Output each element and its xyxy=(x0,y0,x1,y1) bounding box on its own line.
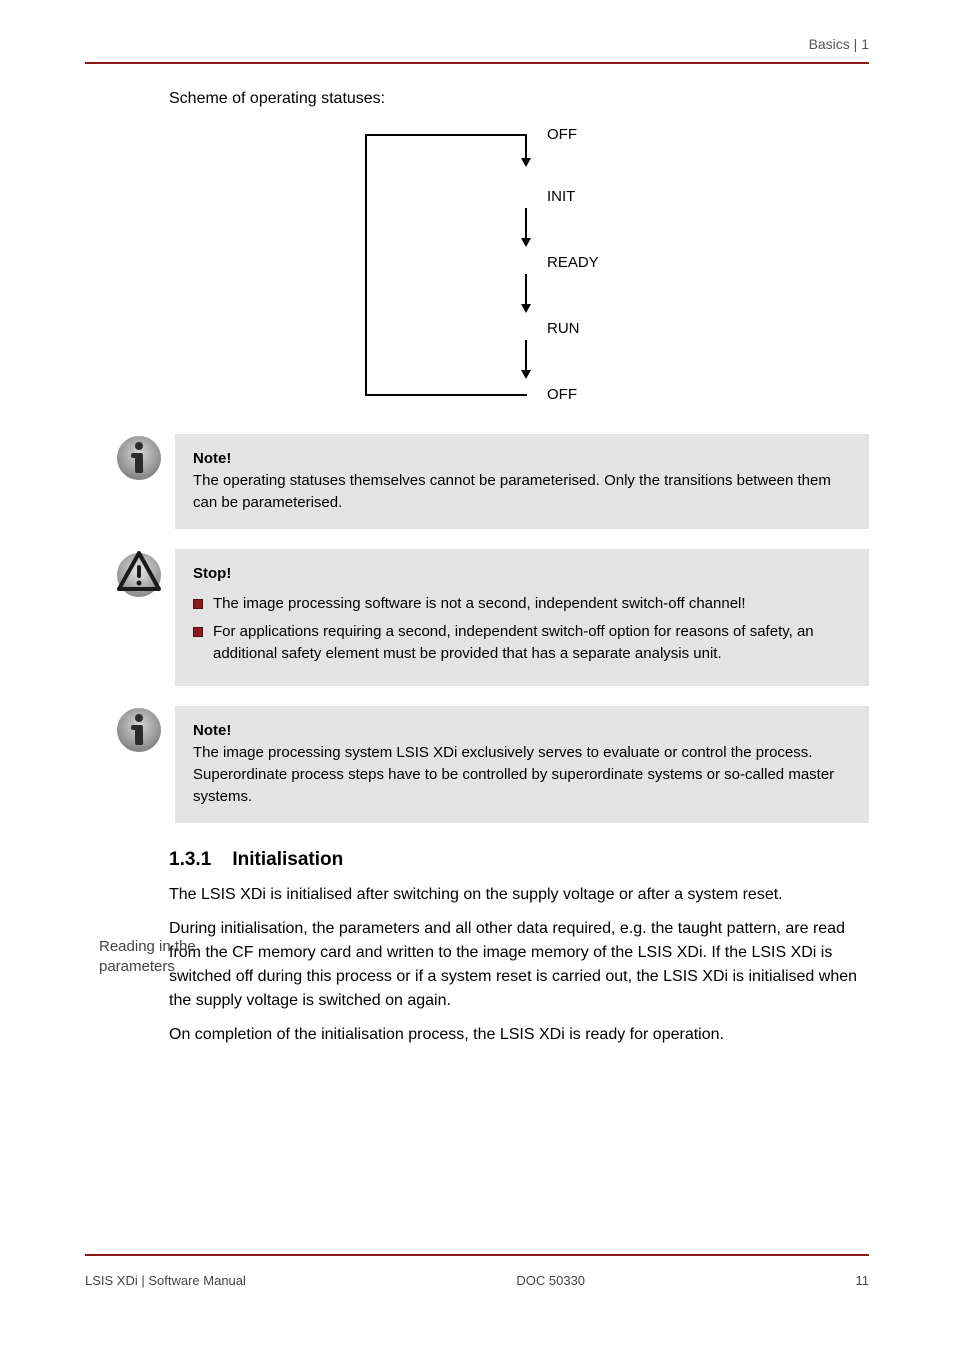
square-bullet-icon xyxy=(193,627,203,637)
arrowhead-0 xyxy=(521,158,531,167)
arrow-3 xyxy=(525,340,527,370)
bottom-rule xyxy=(85,1254,869,1256)
top-rule xyxy=(85,62,869,64)
note-lead-1: Note! xyxy=(193,450,231,467)
footer-left: LSIS XDi | Software Manual xyxy=(85,1273,246,1288)
stop-bullet-1: The image processing software is not a s… xyxy=(193,593,851,615)
note-callout-1: Note! The operating statuses themselves … xyxy=(115,434,869,529)
arrow-top-in xyxy=(525,134,527,158)
para-1: The LSIS XDi is initialised after switch… xyxy=(169,883,869,907)
diag-box-left xyxy=(365,134,367,396)
section-heading: 1.3.1 Initialisation xyxy=(169,849,869,871)
note-text-1: The operating statuses themselves cannot… xyxy=(193,470,851,514)
state-init: INIT xyxy=(547,188,575,205)
square-bullet-icon xyxy=(193,599,203,609)
stop-bullet-2-text: For applications requiring a second, ind… xyxy=(213,621,851,665)
footer-right: 11 xyxy=(856,1273,870,1288)
note-text-2: The image processing system LSIS XDi exc… xyxy=(193,742,851,807)
state-run: RUN xyxy=(547,320,580,337)
state-off-top: OFF xyxy=(547,126,577,143)
section-title: Initialisation xyxy=(232,849,343,870)
footer: LSIS XDi | Software Manual DOC 50330 11 xyxy=(85,1273,869,1288)
state-off-bottom: OFF xyxy=(547,386,577,403)
para-2: During initialisation, the parameters an… xyxy=(169,917,869,1013)
footer-center: DOC 50330 xyxy=(516,1273,585,1288)
arrow-2 xyxy=(525,274,527,304)
section-num: 1.3.1 xyxy=(169,849,211,870)
stop-callout: Stop! The image processing software is n… xyxy=(115,549,869,686)
arrowhead-2 xyxy=(521,304,531,313)
margin-label: Reading in the parameters xyxy=(99,937,219,976)
note-body-2: Note! The image processing system LSIS X… xyxy=(175,706,869,823)
stop-lead: Stop! xyxy=(193,565,231,582)
diag-box-bottom xyxy=(365,394,527,396)
state-ready: READY xyxy=(547,254,599,271)
para-3: On completion of the initialisation proc… xyxy=(169,1023,869,1047)
note-callout-2: Note! The image processing system LSIS X… xyxy=(115,706,869,823)
arrowhead-1 xyxy=(521,238,531,247)
arrow-1 xyxy=(525,208,527,238)
scheme-title: Scheme of operating statuses: xyxy=(169,90,869,108)
stop-body: Stop! The image processing software is n… xyxy=(175,549,869,686)
info-icon xyxy=(115,434,165,484)
note-body-1: Note! The operating statuses themselves … xyxy=(175,434,869,529)
note-lead-2: Note! xyxy=(193,722,231,739)
info-icon xyxy=(115,706,165,756)
stop-bullet-2: For applications requiring a second, ind… xyxy=(193,621,851,665)
stop-bullet-1-text: The image processing software is not a s… xyxy=(213,593,746,615)
arrowhead-3 xyxy=(521,370,531,379)
content: Scheme of operating statuses: OFF INIT R… xyxy=(115,90,869,1057)
state-diagram: OFF INIT READY RUN OFF xyxy=(365,126,745,406)
warning-icon xyxy=(115,549,165,599)
diag-box-top xyxy=(365,134,527,136)
header-right: Basics | 1 xyxy=(809,36,869,52)
